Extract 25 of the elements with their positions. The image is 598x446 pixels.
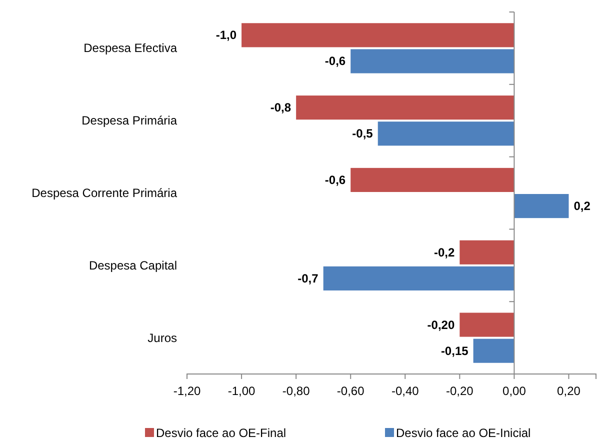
y-tick-label: Despesa Corrente Primária — [32, 186, 178, 200]
x-tick-label: 0,00 — [502, 384, 526, 398]
y-tick-label: Despesa Efectiva — [84, 41, 178, 56]
data-label: -0,20 — [427, 318, 455, 332]
x-tick-label: 0,20 — [557, 384, 581, 398]
data-label: -0,5 — [352, 126, 374, 141]
x-tick-label: -1,00 — [228, 384, 256, 398]
x-tick-label: -0,40 — [391, 384, 420, 398]
y-tick-label: Despesa Capital — [88, 258, 177, 272]
data-label: -1,0 — [216, 28, 237, 42]
legend-label: Desvio face ao OE-Final — [156, 426, 286, 440]
x-tick-label: -1,20 — [173, 384, 201, 398]
y-tick-label: Juros — [148, 330, 177, 345]
x-tick-label: -0,20 — [446, 384, 474, 398]
data-label: -0,6 — [324, 54, 346, 68]
legend-label: Desvio face ao OE-Inicial — [396, 426, 531, 440]
data-label: -0,6 — [324, 172, 346, 187]
x-tick-label: -0,80 — [282, 384, 310, 398]
y-tick-label: Despesa Primária — [82, 114, 178, 128]
x-tick-label: -0,60 — [336, 384, 365, 398]
data-label: -0,15 — [440, 344, 469, 358]
data-label: -0,7 — [298, 271, 319, 286]
data-label: -0,2 — [434, 245, 455, 260]
data-label: 0,2 — [574, 199, 591, 214]
data-label: -0,8 — [270, 100, 292, 115]
